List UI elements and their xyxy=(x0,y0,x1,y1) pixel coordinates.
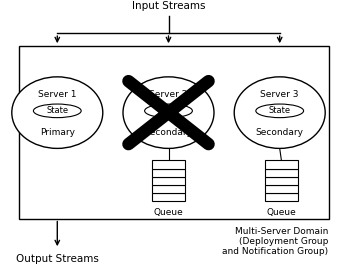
Bar xyxy=(19,46,329,219)
Text: Secondary: Secondary xyxy=(145,128,192,137)
Ellipse shape xyxy=(145,104,192,118)
Text: Queue: Queue xyxy=(267,208,296,217)
Bar xyxy=(152,160,185,169)
Bar xyxy=(152,185,185,193)
Text: Queue: Queue xyxy=(154,208,183,217)
Circle shape xyxy=(234,77,325,148)
Text: Server 3: Server 3 xyxy=(261,90,299,99)
Bar xyxy=(265,177,298,185)
Text: Server 2: Server 2 xyxy=(149,90,188,99)
Text: Multi-Server Domain
(Deployment Group
and Notification Group): Multi-Server Domain (Deployment Group an… xyxy=(222,227,329,256)
Text: State: State xyxy=(46,106,68,115)
Bar xyxy=(265,193,298,201)
Bar xyxy=(265,160,298,169)
Text: Input Streams: Input Streams xyxy=(132,1,205,11)
Text: State: State xyxy=(269,106,291,115)
Circle shape xyxy=(123,77,214,148)
Text: Server 1: Server 1 xyxy=(38,90,76,99)
Text: Secondary: Secondary xyxy=(256,128,304,137)
Text: Primary: Primary xyxy=(40,128,75,137)
Bar xyxy=(265,185,298,193)
Ellipse shape xyxy=(33,104,81,118)
Circle shape xyxy=(12,77,103,148)
Text: State: State xyxy=(157,106,180,115)
Ellipse shape xyxy=(256,104,304,118)
Text: Output Streams: Output Streams xyxy=(16,254,99,264)
Bar xyxy=(152,177,185,185)
Bar xyxy=(265,169,298,177)
Bar xyxy=(152,169,185,177)
Bar xyxy=(152,193,185,201)
